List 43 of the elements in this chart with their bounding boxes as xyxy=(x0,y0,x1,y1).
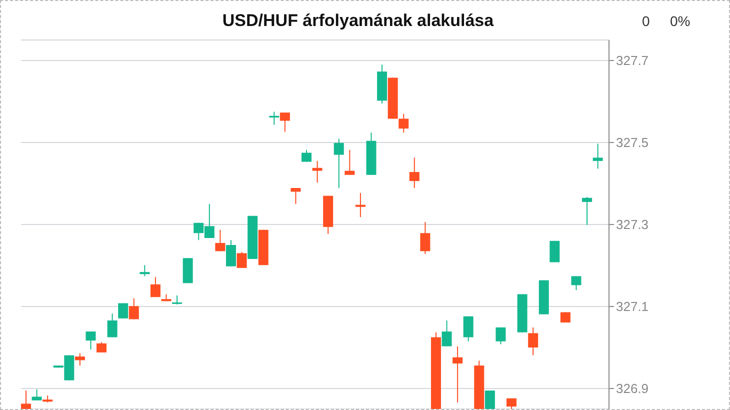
candlestick xyxy=(398,113,409,134)
candlestick xyxy=(215,229,226,252)
candlestick xyxy=(172,294,182,305)
candlestick xyxy=(312,160,322,184)
text: 0 xyxy=(642,13,650,29)
candlestick xyxy=(484,390,495,409)
y-tick-label: 327.5 xyxy=(616,135,649,150)
candlestick xyxy=(32,388,42,401)
candlestick xyxy=(582,196,592,226)
candlestick xyxy=(355,192,366,218)
candlestick xyxy=(442,320,452,347)
candlestick xyxy=(290,188,301,204)
candlestick xyxy=(592,143,603,170)
y-tick-label: 326.9 xyxy=(616,381,649,396)
candlestick xyxy=(118,302,128,319)
candlestick xyxy=(269,111,280,126)
candlestick xyxy=(74,352,85,366)
candlestick xyxy=(107,312,118,338)
candlestick xyxy=(463,316,474,342)
candlestick xyxy=(560,312,570,323)
candlestick xyxy=(21,390,31,409)
candlestick xyxy=(280,112,290,132)
candlestick xyxy=(409,157,420,189)
y-tick-label: 327.1 xyxy=(616,299,649,314)
candlestick xyxy=(302,149,312,162)
y-tick-label: 327.7 xyxy=(616,53,649,68)
candlestick xyxy=(420,222,430,255)
text: 0% xyxy=(670,13,690,29)
candlestick xyxy=(334,138,344,189)
candlestick xyxy=(344,149,355,176)
candlestick xyxy=(571,276,582,291)
candlestick xyxy=(496,326,506,345)
candlestick xyxy=(140,264,150,277)
candlestick xyxy=(128,298,139,320)
candlestick xyxy=(236,251,247,268)
candlestick xyxy=(150,276,160,298)
candlestick xyxy=(86,331,96,350)
y-tick-label: 327.3 xyxy=(616,217,649,232)
candlestick xyxy=(226,240,236,267)
chart-title: USD/HUF árfolyamának alakulása xyxy=(222,11,494,30)
candlestick xyxy=(452,346,463,403)
candlestick xyxy=(96,342,107,353)
candlestick xyxy=(528,326,538,356)
